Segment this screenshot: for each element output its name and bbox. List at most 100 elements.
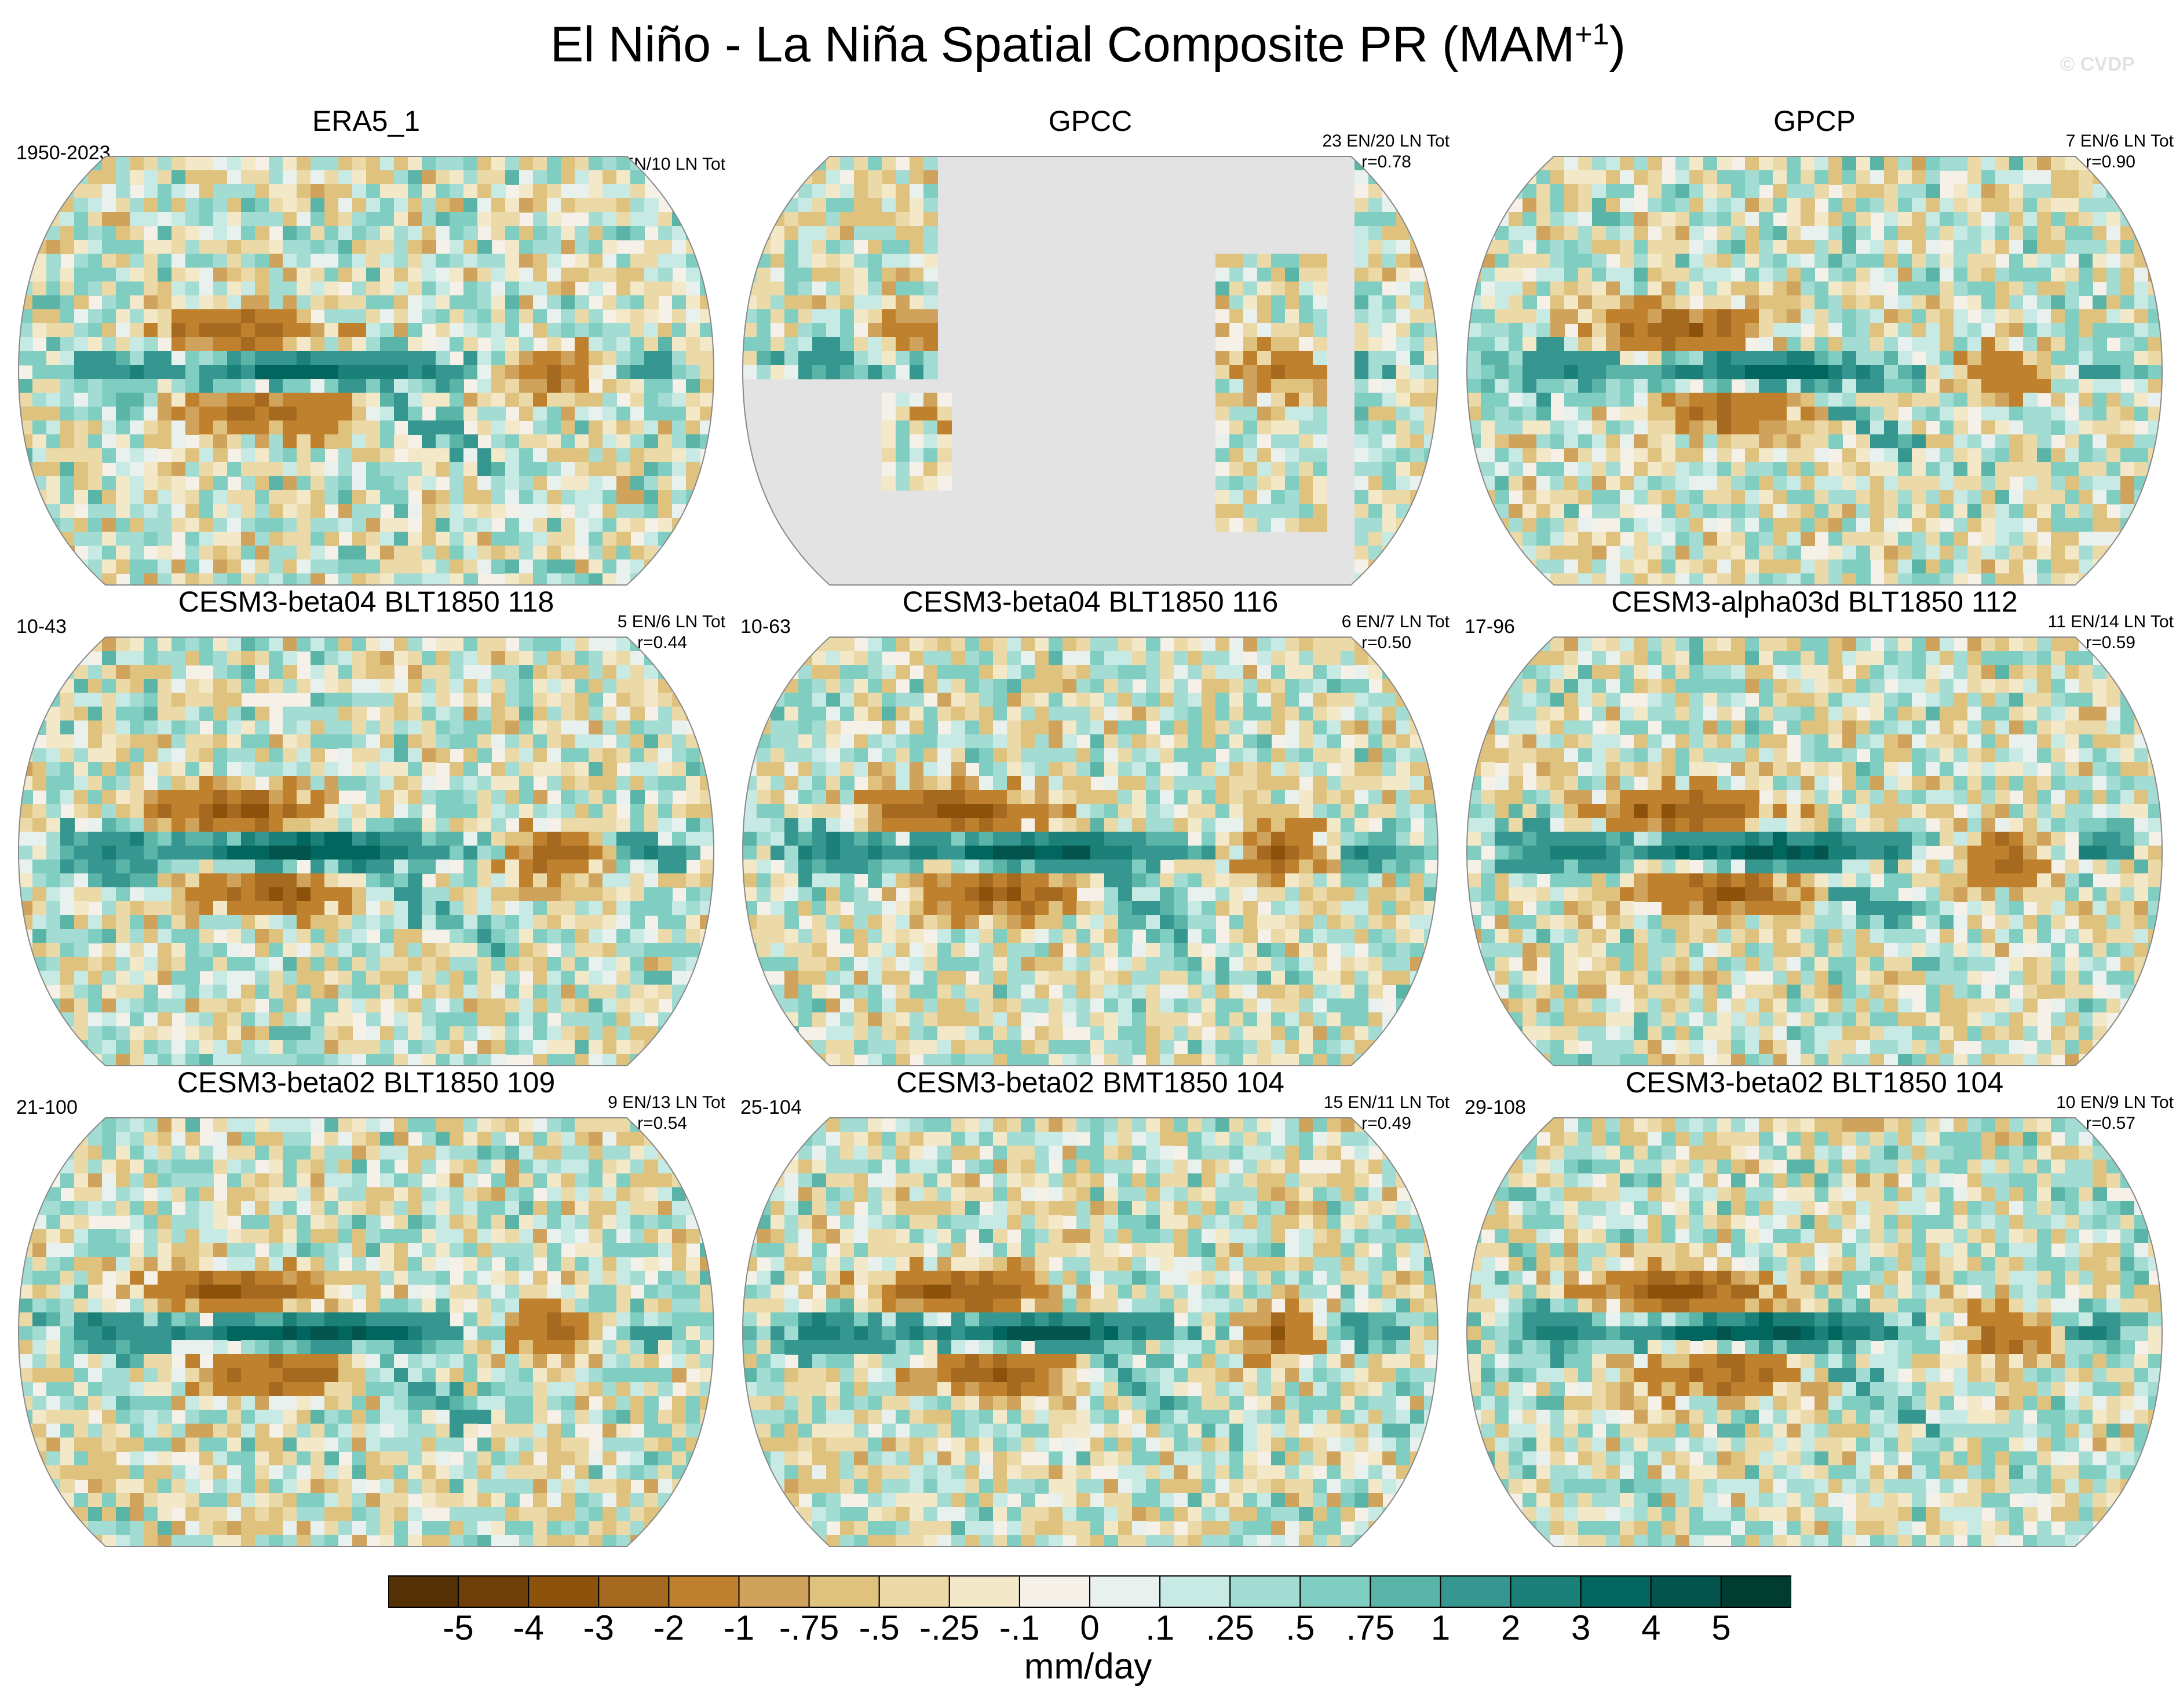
panel-title: ERA5_1 xyxy=(312,105,421,137)
panel-pattern-correlation: r=0.50 xyxy=(1361,633,1411,652)
panel-event-count: 6 EN/7 LN Tot xyxy=(1341,612,1450,631)
panel-years: 1950-2023 xyxy=(16,142,111,164)
colorbar-swatch xyxy=(388,1575,459,1608)
panel-event-count: 11 EN/14 LN Tot xyxy=(2047,612,2174,631)
panel-years: 10-43 xyxy=(16,616,67,638)
colorbar-swatch xyxy=(1440,1575,1511,1608)
colorbar-swatch xyxy=(1018,1575,1091,1608)
robinson-map xyxy=(1466,1117,2163,1547)
map-panel-6: CESM3-alpha03d BLT1850 112 17-96 11 EN/14 … xyxy=(1455,586,2174,1071)
colorbar-swatch xyxy=(1089,1575,1161,1608)
colorbar-tick-label: 0 xyxy=(1080,1608,1100,1647)
map-panel-8: CESM3-beta02 BMT1850 104 25-104 15 EN/11 L… xyxy=(731,1066,1450,1552)
map-outline xyxy=(17,1117,715,1547)
panel-years: 21-100 xyxy=(16,1096,78,1118)
colorbar-tick-label: 1 xyxy=(1430,1608,1451,1647)
robinson-map xyxy=(742,1117,1439,1547)
colorbar-swatch xyxy=(1159,1575,1231,1608)
colorbar-swatch xyxy=(808,1575,880,1608)
colorbar-swatch xyxy=(1580,1575,1652,1608)
colorbar-tick-label: -2 xyxy=(653,1608,685,1647)
colorbar-swatch xyxy=(598,1575,670,1608)
panel-title: CESM3-beta04 BLT1850 116 xyxy=(902,586,1279,618)
panel-event-count: 5 EN/6 LN Tot xyxy=(617,612,725,631)
panel-years: 10-63 xyxy=(740,616,791,638)
robinson-map xyxy=(17,637,715,1066)
robinson-map xyxy=(742,156,1439,586)
colorbar-tick-label: -5 xyxy=(443,1608,474,1647)
panel-pattern-correlation: r=0.57 xyxy=(2086,1114,2135,1133)
colorbar-tick-label: .5 xyxy=(1286,1608,1315,1647)
panel-pattern-correlation: r=0.90 xyxy=(2086,152,2135,171)
panel-title: CESM3-beta02 BLT1850 109 xyxy=(177,1066,556,1099)
map-outline xyxy=(742,637,1439,1066)
colorbar-tick-label: -.5 xyxy=(859,1608,900,1647)
panel-event-count: 10 EN/9 LN Tot xyxy=(2056,1093,2174,1112)
panel-title: GPCP xyxy=(1773,105,1856,137)
cvdp-watermark: © CVDP xyxy=(2060,53,2135,75)
map-panel-5: CESM3-beta04 BLT1850 116 10-63 6 EN/7 LN T… xyxy=(731,586,1450,1071)
colorbar-tick-label: -3 xyxy=(583,1608,614,1647)
panel-title: CESM3-beta04 BLT1850 118 xyxy=(178,586,554,618)
map-outline xyxy=(1466,156,2163,586)
panel-years: 17-96 xyxy=(1465,616,1515,638)
robinson-map xyxy=(742,637,1439,1066)
colorbar-swatch xyxy=(948,1575,1020,1608)
panel-years: 25-104 xyxy=(740,1096,802,1118)
map-outline xyxy=(17,156,715,586)
robinson-map xyxy=(17,1117,715,1547)
colorbar-swatch xyxy=(668,1575,740,1608)
colorbar-swatch xyxy=(738,1575,810,1608)
map-outline xyxy=(742,156,1439,586)
title-superscript: +1 xyxy=(1575,17,1609,52)
panel-title: CESM3-alpha03d BLT1850 112 xyxy=(1611,586,2018,618)
colorbar-tick-label: .25 xyxy=(1206,1608,1254,1647)
map-outline xyxy=(1466,637,2163,1066)
colorbar-swatch xyxy=(1370,1575,1441,1608)
colorbar-swatch xyxy=(1510,1575,1582,1608)
colorbar-swatch xyxy=(458,1575,530,1608)
panel-event-count: 9 EN/13 LN Tot xyxy=(608,1093,725,1112)
colorbar-tick-label: 5 xyxy=(1711,1608,1731,1647)
figure-title: El Niño - La Niña Spatial Composite PR (… xyxy=(550,17,1626,72)
map-outline xyxy=(742,1117,1439,1547)
colorbar-swatch xyxy=(1650,1575,1722,1608)
colorbar xyxy=(388,1575,1791,1608)
robinson-map xyxy=(17,156,715,586)
colorbar-tick-label: 2 xyxy=(1500,1608,1521,1647)
robinson-map xyxy=(1466,156,2163,586)
colorbar-tick-label: .1 xyxy=(1145,1608,1175,1647)
colorbar-swatch xyxy=(1720,1575,1791,1608)
panel-title: GPCC xyxy=(1048,105,1133,137)
colorbar-swatch xyxy=(878,1575,950,1608)
colorbar-tick-label: -.25 xyxy=(919,1608,980,1647)
colorbar-tick-label: -1 xyxy=(723,1608,755,1647)
colorbar-units: mm/day xyxy=(1024,1647,1152,1687)
panel-pattern-correlation: r=0.49 xyxy=(1361,1114,1411,1133)
colorbar-swatch xyxy=(1229,1575,1301,1608)
robinson-map xyxy=(1466,637,2163,1066)
colorbar-swatch xyxy=(528,1575,600,1608)
colorbar-tick-label: .75 xyxy=(1346,1608,1395,1647)
map-panel-4: CESM3-beta04 BLT1850 118 10-43 5 EN/6 LN T… xyxy=(7,586,725,1071)
colorbar-tick-label: 3 xyxy=(1571,1608,1591,1647)
panel-years: 29-108 xyxy=(1465,1096,1526,1118)
panel-pattern-correlation: r=0.54 xyxy=(637,1114,687,1133)
map-panel-9: CESM3-beta02 BLT1850 104 29-108 10 EN/9 LN… xyxy=(1455,1066,2174,1552)
colorbar-tick-label: -.1 xyxy=(999,1608,1040,1647)
colorbar-tick-label: -.75 xyxy=(779,1608,839,1647)
colorbar-tick-label: 4 xyxy=(1641,1608,1661,1647)
map-outline xyxy=(17,637,715,1066)
panel-event-count: 7 EN/6 LN Tot xyxy=(2065,131,2174,151)
map-panel-1: ERA5_1 1950-2023 12 EN/10 LN Tot xyxy=(7,105,725,591)
panel-event-count: 23 EN/20 LN Tot xyxy=(1322,131,1450,151)
map-outline xyxy=(1466,1117,2163,1547)
panel-title: CESM3-beta02 BLT1850 104 xyxy=(1625,1066,2004,1099)
panel-event-count: 15 EN/11 LN Tot xyxy=(1323,1093,1450,1112)
colorbar-tick-label: -4 xyxy=(513,1608,544,1647)
map-panel-7: CESM3-beta02 BLT1850 109 21-100 9 EN/13 LN… xyxy=(7,1066,725,1552)
map-panel-2: GPCC 23 EN/20 LN Tot r=0.78 xyxy=(731,105,1450,591)
panel-pattern-correlation: r=0.44 xyxy=(637,633,687,652)
panel-pattern-correlation: r=0.59 xyxy=(2086,633,2135,652)
map-panel-3: GPCP 7 EN/6 LN Tot r=0.90 xyxy=(1455,105,2174,591)
